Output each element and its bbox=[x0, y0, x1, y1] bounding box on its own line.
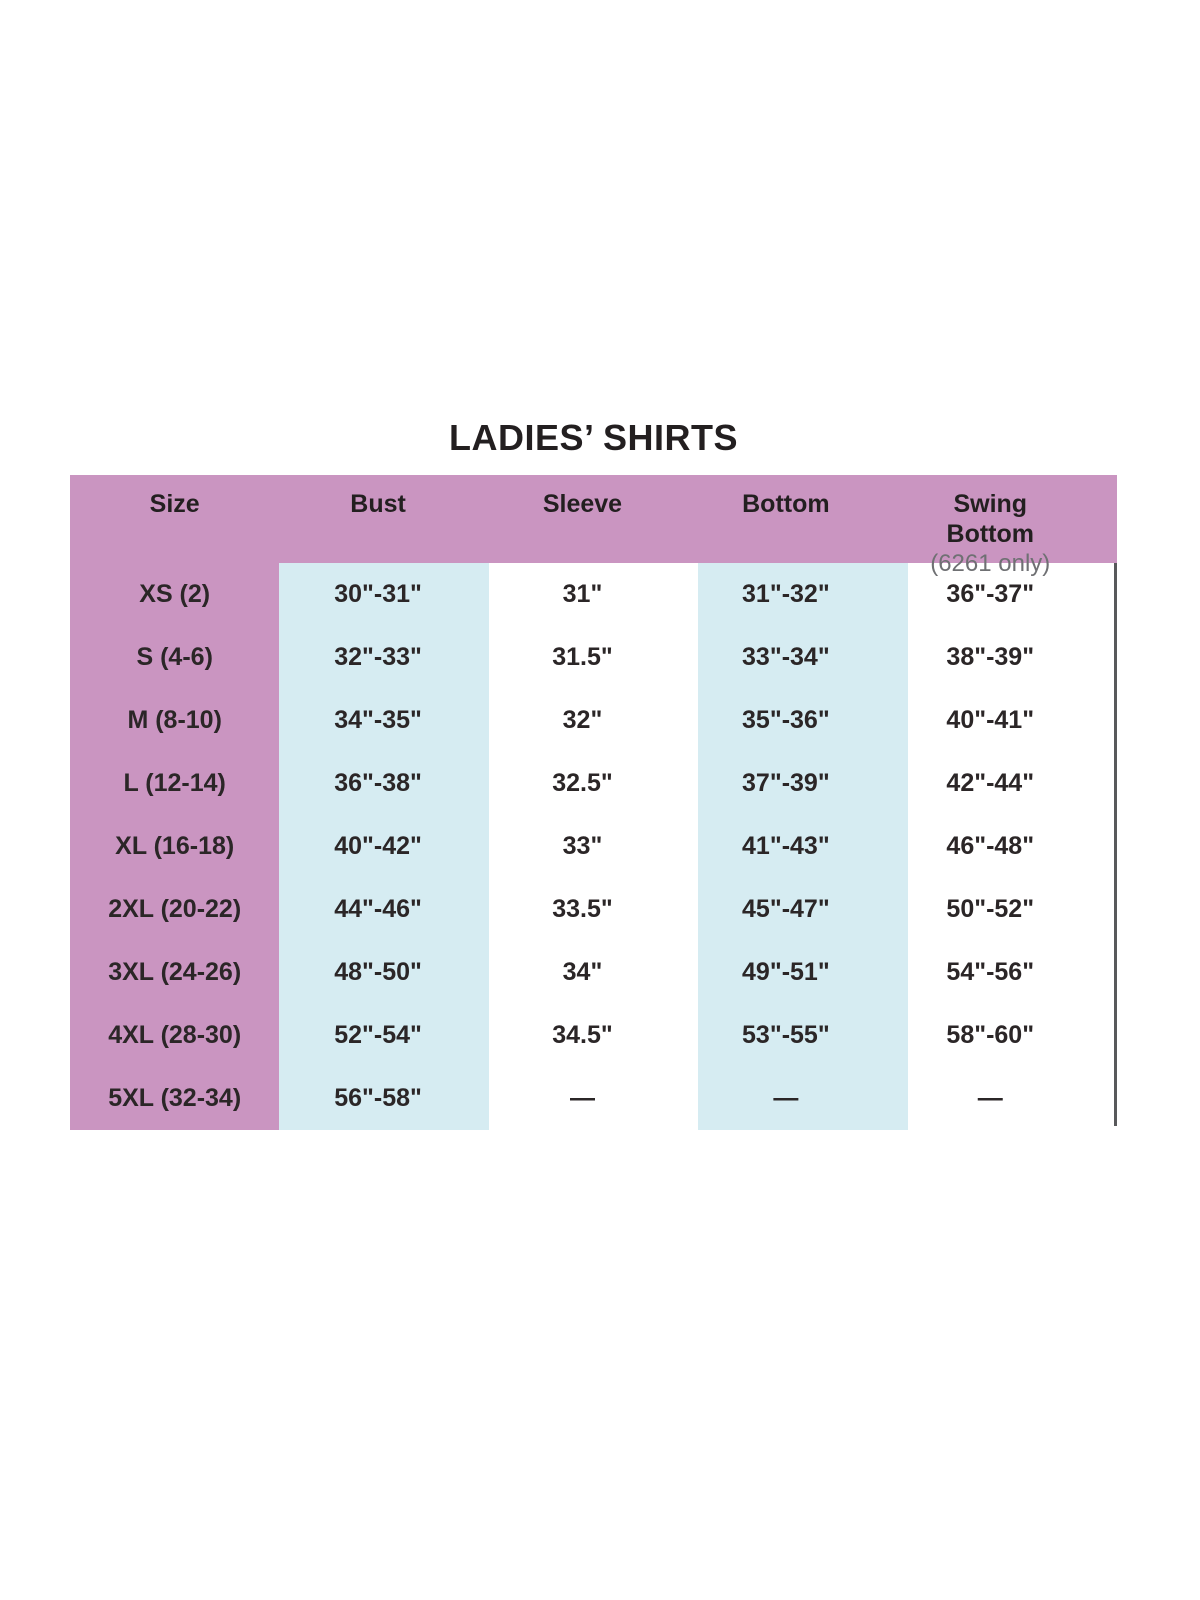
table-cell: 35"-36" bbox=[698, 689, 908, 752]
table-row: XS (2) 30"-31" 31" 31"-32" 36"-37" bbox=[70, 563, 1117, 626]
table-cell: 32" bbox=[562, 706, 603, 734]
table-cell: 33"-34" bbox=[698, 626, 908, 689]
table-cell: 44"-46" bbox=[279, 878, 489, 941]
column-header-label: Sleeve bbox=[542, 490, 623, 518]
table-cell: 46"-48" bbox=[946, 832, 1035, 860]
table-cell: 31"-32" bbox=[698, 563, 908, 626]
table-row: S (4-6) 32"-33" 31.5" 33"-34" 38"-39" bbox=[70, 626, 1117, 689]
column-header-sleeve: Sleeve bbox=[489, 475, 698, 563]
column-header-label: Swing Bottom bbox=[946, 490, 1034, 548]
table-cell: 37"-39" bbox=[698, 752, 908, 815]
table-cell: 42"-44" bbox=[946, 769, 1035, 797]
column-header-label: Bust bbox=[350, 490, 406, 518]
column-header-size: Size bbox=[70, 475, 279, 563]
size-cell: XL (16-18) bbox=[70, 815, 280, 878]
table-cell: 36"-37" bbox=[946, 580, 1035, 608]
table-cell: 50"-52" bbox=[946, 895, 1035, 923]
table-row: 5XL (32-34) 56"-58" — — — bbox=[70, 1067, 1117, 1130]
table-cell: 36"-38" bbox=[279, 752, 489, 815]
table-cell: 30"-31" bbox=[279, 563, 489, 626]
table-cell: 58"-60" bbox=[946, 1021, 1035, 1049]
column-header-bust: Bust bbox=[279, 475, 488, 563]
column-header-sublabel: (6261 only) bbox=[930, 550, 1051, 577]
table-row: M (8-10) 34"-35" 32" 35"-36" 40"-41" bbox=[70, 689, 1117, 752]
table-cell: 49"-51" bbox=[698, 941, 908, 1004]
size-cell: M (8-10) bbox=[70, 689, 280, 752]
size-cell: 2XL (20-22) bbox=[70, 878, 280, 941]
table-cell: 34.5" bbox=[552, 1021, 613, 1049]
table-cell: 41"-43" bbox=[698, 815, 908, 878]
table-cell: 53"-55" bbox=[698, 1004, 908, 1067]
column-header-bottom: Bottom bbox=[698, 475, 907, 563]
table-cell: 31" bbox=[562, 580, 603, 608]
table-cell: 34"-35" bbox=[279, 689, 489, 752]
table-cell: 34" bbox=[562, 958, 603, 986]
table-cell: — bbox=[698, 1067, 908, 1130]
size-cell: 5XL (32-34) bbox=[70, 1067, 280, 1130]
table-cell: 40"-41" bbox=[946, 706, 1035, 734]
table-cell: 54"-56" bbox=[946, 958, 1035, 986]
table-cell: 32"-33" bbox=[279, 626, 489, 689]
table-cell: 32.5" bbox=[552, 769, 613, 797]
column-header-label: Bottom bbox=[742, 490, 830, 518]
column-header-swing-bottom: Swing Bottom (6261 only) bbox=[908, 475, 1117, 577]
table-cell: 56"-58" bbox=[279, 1067, 489, 1130]
table-cell: — bbox=[977, 1084, 1003, 1112]
table-row: XL (16-18) 40"-42" 33" 41"-43" 46"-48" bbox=[70, 815, 1117, 878]
table-cell: — bbox=[569, 1084, 595, 1112]
table-cell: 33" bbox=[562, 832, 603, 860]
column-header-label: Size bbox=[149, 490, 200, 518]
table-row: 4XL (28-30) 52"-54" 34.5" 53"-55" 58"-60" bbox=[70, 1004, 1117, 1067]
table-cell: 33.5" bbox=[552, 895, 613, 923]
table-right-border bbox=[1114, 563, 1117, 1126]
table-body: XS (2) 30"-31" 31" 31"-32" 36"-37" S (4-6) 32"… bbox=[70, 563, 1117, 1130]
size-cell: L (12-14) bbox=[70, 752, 280, 815]
table-row: L (12-14) 36"-38" 32.5" 37"-39" 42"-44" bbox=[70, 752, 1117, 815]
table-cell: 48"-50" bbox=[279, 941, 489, 1004]
size-chart-table: Size Bust Sleeve Bottom Swing Bottom (6261 on… bbox=[70, 475, 1117, 1130]
table-row: 2XL (20-22) 44"-46" 33.5" 45"-47" 50"-52" bbox=[70, 878, 1117, 941]
table-cell: 38"-39" bbox=[946, 643, 1035, 671]
size-cell: 3XL (24-26) bbox=[70, 941, 280, 1004]
table-row: 3XL (24-26) 48"-50" 34" 49"-51" 54"-56" bbox=[70, 941, 1117, 1004]
table-cell: 40"-42" bbox=[279, 815, 489, 878]
table-cell: 45"-47" bbox=[698, 878, 908, 941]
size-cell: XS (2) bbox=[70, 563, 280, 626]
page-title: LADIES’ SHIRTS bbox=[448, 417, 739, 458]
size-cell: S (4-6) bbox=[70, 626, 280, 689]
table-cell: 52"-54" bbox=[279, 1004, 489, 1067]
table-cell: 31.5" bbox=[552, 643, 613, 671]
header-row: Size Bust Sleeve Bottom Swing Bottom (6261 on… bbox=[70, 475, 1117, 577]
size-cell: 4XL (28-30) bbox=[70, 1004, 280, 1067]
